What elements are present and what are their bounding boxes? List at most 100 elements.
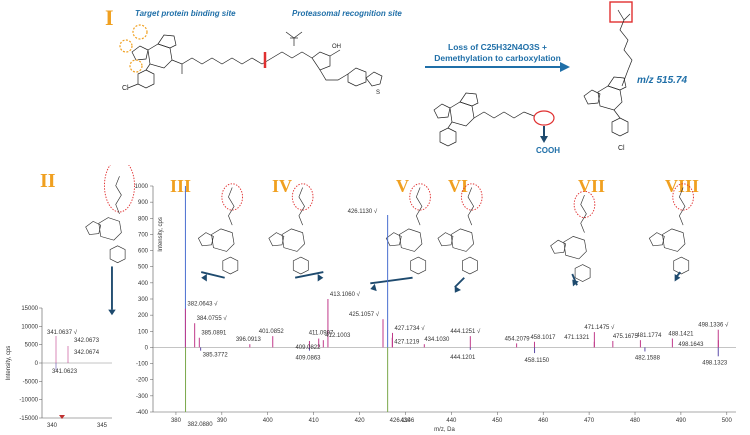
peak-label: 382.0880 [188, 422, 214, 428]
intermediate-structure [433, 92, 555, 147]
peak-label: 412.1003 [325, 333, 351, 339]
inset-y-tick-label: 0 [35, 361, 39, 367]
y-tick-label: 700 [138, 232, 149, 238]
cooh-label: COOH [536, 146, 560, 155]
numeral-vii: VII [578, 176, 606, 196]
y-tick-label: -300 [136, 394, 149, 400]
x-tick-label: 430 [400, 418, 411, 424]
inset-x-tick-label: 345 [97, 423, 108, 429]
peak-label: 385.3772 [203, 353, 229, 359]
fragment-5 [370, 183, 431, 292]
peak-label: 411.0997 [309, 331, 334, 337]
y-tick-label: 100 [138, 329, 149, 335]
inset-peak-label: 341.0637 √ [47, 329, 78, 336]
peak-label: 444.1201 [450, 355, 476, 361]
peak-label: 471.1475 √ [584, 324, 615, 331]
peak-label: 401.0852 [259, 329, 285, 335]
inset-peak-label: 342.0674 [74, 350, 100, 356]
peak-label: 471.1321 [564, 335, 590, 341]
y-tick-label: 400 [138, 281, 149, 287]
product-mz-label: m/z 515.74 [637, 75, 688, 86]
x-tick-label: 420 [355, 418, 366, 424]
peak-label: 385.0891 [201, 331, 227, 337]
fragment-8 [648, 183, 694, 282]
parent-cl-label: Cl [122, 85, 129, 92]
x-tick-label: 490 [676, 418, 687, 424]
peak-label: 413.1060 √ [330, 291, 361, 298]
inset-marker [59, 415, 65, 419]
y-tick-label: 1000 [135, 184, 149, 190]
y-tick-label: -200 [136, 378, 149, 384]
proteasomal-label: Proteasomal recognition site [292, 9, 402, 18]
peak-label: 498.1643 [678, 342, 704, 348]
y-tick-label: -400 [136, 410, 149, 416]
peak-label: 409.0863 [295, 356, 321, 362]
inset-y-tick-label: -15000 [19, 416, 38, 422]
x-tick-label: 500 [722, 418, 733, 424]
numeral-iv: IV [272, 176, 293, 196]
x-tick-label: 470 [584, 418, 595, 424]
inset-y-tick-label: -10000 [19, 398, 38, 404]
peak-label: 498.1323 [702, 360, 728, 366]
reaction-line1: Loss of C25H32N4O3S + [448, 42, 547, 52]
peak-label: 409.0822 [295, 345, 321, 351]
peak-label: 475.1675 [613, 334, 639, 340]
inset-y-tick-label: 10000 [21, 324, 38, 330]
x-tick-label: 450 [492, 418, 503, 424]
x-tick-label: 480 [630, 418, 641, 424]
y-tick-label: 900 [138, 200, 149, 206]
x-axis-title: m/z, Da [434, 427, 455, 433]
fragment-structures [85, 165, 694, 316]
numeral-v: V [396, 176, 409, 196]
inset-x-tick-label: 340 [47, 423, 58, 429]
fragment-7 [550, 190, 596, 287]
reaction-arrow [425, 62, 570, 72]
inset-peak-label: 342.0673 [74, 338, 100, 344]
peak-label: 458.1017 [530, 335, 556, 341]
y-tick-label: 800 [138, 216, 149, 222]
numeral-ii: II [40, 170, 56, 192]
numeral-i: I [105, 5, 114, 30]
parent-molecule-structure: Cl OH S [119, 24, 383, 96]
parent-s-label: S [376, 90, 380, 96]
peak-label: 498.1336 √ [698, 322, 729, 329]
peak-label: 481.1774 [636, 333, 662, 339]
x-tick-label: 460 [538, 418, 549, 424]
peak-label: 427.1219 [394, 340, 420, 346]
peak-label: 426.1146 [390, 418, 415, 424]
peak-label: 426.1130 √ [348, 208, 378, 215]
peak-label: 427.1734 √ [395, 325, 426, 332]
peak-label: 382.0643 √ [187, 301, 218, 308]
x-tick-label: 410 [309, 418, 320, 424]
inset-spectrum: -15000 -10000 -5000 0 5000 10000 15000 340 345 In… [6, 306, 112, 429]
y-axis-title: Intensity, cps [158, 217, 164, 252]
y-tick-label: 300 [138, 297, 149, 303]
x-tick-label: 400 [263, 418, 274, 424]
inset-peak-label: 341.0623 [52, 369, 78, 375]
inset-y-tick-label: 5000 [25, 343, 39, 349]
x-tick-label: 440 [446, 418, 457, 424]
peak-label: 396.0913 [236, 337, 262, 343]
parent-oh-label: OH [332, 44, 341, 50]
x-tick-label: 380 [171, 418, 182, 424]
peak-label: 482.1588 [635, 355, 661, 361]
reaction-text: Loss of C25H32N4O3S + Demethylation to c… [425, 42, 570, 64]
y-tick-label: 500 [138, 265, 149, 271]
fragment-2 [85, 165, 135, 316]
y-tick-label: 200 [138, 313, 149, 319]
peak-label: 425.1057 √ [349, 311, 380, 318]
peak-label: 458.1150 [525, 358, 550, 364]
reaction-line2: Demethylation to carboxylation [434, 53, 561, 63]
peak-label: 454.2079 [505, 336, 531, 342]
inset-y-tick-label: -5000 [23, 379, 39, 385]
inset-y-tick-label: 15000 [21, 306, 38, 312]
target-binding-label: Target protein binding site [135, 9, 236, 18]
main-spectrum: -400 -300 -200 -100 0 100 200 300 400 500 600 700 80… [135, 184, 736, 433]
x-tick-label: 390 [217, 418, 228, 424]
y-tick-label: -100 [136, 362, 149, 368]
fragment-4 [268, 183, 324, 282]
peak-label: 488.1421 [668, 332, 694, 338]
peak-label: 444.1251 √ [450, 328, 481, 335]
fragment-6 [437, 183, 483, 293]
product-structure: Cl [583, 1, 633, 152]
